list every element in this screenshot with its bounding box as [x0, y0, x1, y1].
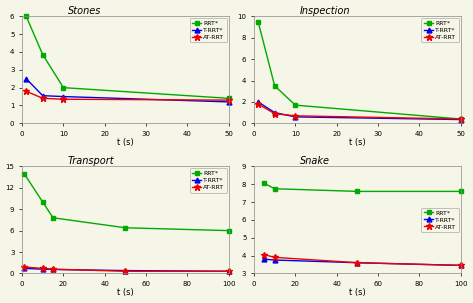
RRT*	[292, 103, 298, 107]
T-RRT*	[458, 264, 464, 267]
Line: T-RRT*: T-RRT*	[262, 257, 463, 268]
Line: RRT*: RRT*	[256, 19, 463, 122]
RRT*	[458, 190, 464, 193]
AT-RRT	[458, 264, 464, 267]
AT-RRT	[292, 114, 298, 118]
RRT*	[255, 20, 261, 24]
AT-RRT	[50, 267, 56, 271]
Legend: RRT*, T-RRT*, AT-RRT: RRT*, T-RRT*, AT-RRT	[421, 208, 459, 232]
X-axis label: t (s): t (s)	[117, 138, 134, 147]
Text: Snake: Snake	[299, 156, 330, 166]
AT-RRT	[40, 267, 45, 270]
RRT*	[61, 86, 66, 89]
AT-RRT	[354, 261, 360, 265]
AT-RRT	[226, 98, 232, 102]
T-RRT*	[40, 94, 45, 98]
RRT*	[226, 97, 232, 100]
RRT*	[123, 226, 128, 230]
T-RRT*	[262, 257, 267, 261]
RRT*	[458, 117, 464, 121]
T-RRT*	[61, 95, 66, 98]
T-RRT*	[272, 258, 278, 262]
X-axis label: t (s): t (s)	[117, 288, 134, 298]
AT-RRT	[272, 112, 278, 115]
RRT*	[354, 190, 360, 193]
T-RRT*	[50, 268, 56, 271]
T-RRT*	[354, 261, 360, 265]
Legend: RRT*, T-RRT*, AT-RRT: RRT*, T-RRT*, AT-RRT	[421, 18, 459, 42]
T-RRT*	[21, 267, 27, 270]
AT-RRT	[272, 255, 278, 259]
RRT*	[272, 84, 278, 88]
X-axis label: t (s): t (s)	[349, 138, 366, 147]
Line: RRT*: RRT*	[22, 171, 231, 233]
Line: T-RRT*: T-RRT*	[24, 76, 231, 104]
RRT*	[21, 172, 27, 175]
AT-RRT	[123, 269, 128, 273]
T-RRT*	[272, 111, 278, 115]
AT-RRT	[23, 89, 29, 93]
X-axis label: t (s): t (s)	[349, 288, 366, 298]
T-RRT*	[123, 269, 128, 272]
RRT*	[40, 200, 45, 204]
Line: T-RRT*: T-RRT*	[22, 266, 231, 274]
AT-RRT	[262, 253, 267, 257]
RRT*	[50, 216, 56, 220]
RRT*	[226, 229, 232, 232]
RRT*	[40, 53, 45, 56]
T-RRT*	[255, 100, 261, 104]
Legend: RRT*, T-RRT*, AT-RRT: RRT*, T-RRT*, AT-RRT	[190, 18, 227, 42]
AT-RRT	[61, 98, 66, 101]
Text: Inspection: Inspection	[299, 5, 350, 15]
Text: Transport: Transport	[68, 156, 114, 166]
AT-RRT	[40, 97, 45, 100]
Line: AT-RRT: AT-RRT	[23, 88, 232, 104]
Line: AT-RRT: AT-RRT	[21, 264, 232, 275]
T-RRT*	[23, 77, 29, 81]
RRT*	[262, 181, 267, 185]
T-RRT*	[40, 267, 45, 271]
AT-RRT	[458, 117, 464, 121]
T-RRT*	[226, 269, 232, 273]
Line: AT-RRT: AT-RRT	[261, 251, 464, 269]
RRT*	[23, 15, 29, 18]
AT-RRT	[226, 269, 232, 273]
T-RRT*	[458, 118, 464, 122]
Legend: RRT*, T-RRT*, AT-RRT: RRT*, T-RRT*, AT-RRT	[190, 168, 227, 193]
Line: RRT*: RRT*	[24, 14, 231, 101]
Text: Stones: Stones	[68, 5, 101, 15]
AT-RRT	[21, 265, 27, 269]
AT-RRT	[255, 102, 261, 106]
RRT*	[272, 187, 278, 191]
Line: T-RRT*: T-RRT*	[256, 99, 463, 122]
T-RRT*	[292, 115, 298, 119]
Line: AT-RRT: AT-RRT	[254, 101, 464, 122]
T-RRT*	[226, 100, 232, 104]
Line: RRT*: RRT*	[262, 181, 463, 194]
